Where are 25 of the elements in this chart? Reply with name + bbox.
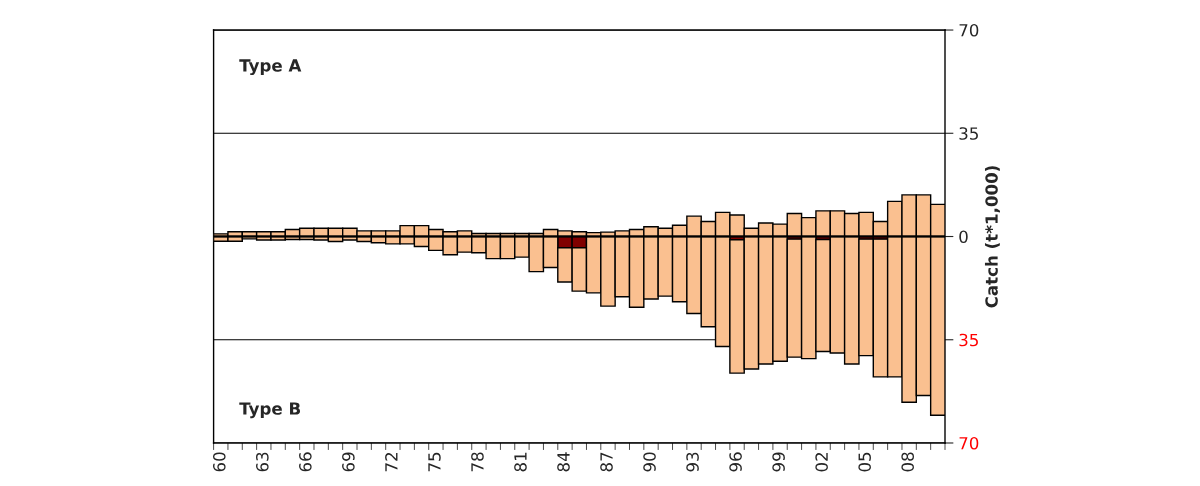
x-tick-label: 60 [213, 452, 226, 472]
x-tick-label: 75 [428, 452, 441, 472]
annotation: Type B [239, 402, 301, 419]
x-tick-label: 93 [686, 452, 699, 472]
x-tick-label: 87 [600, 452, 613, 472]
y-tick-label: 35 [959, 333, 978, 347]
x-tick-label: 84 [557, 452, 570, 472]
x-tick-label: 72 [385, 452, 398, 472]
y-tick-label: 70 [959, 436, 979, 450]
x-tick-label: 05 [858, 452, 871, 472]
x-tick-label: 08 [901, 452, 914, 472]
y-tick-label: 35 [959, 127, 978, 140]
x-tick-label: 63 [256, 452, 269, 472]
y-tick-label: 0 [959, 230, 968, 244]
x-tick-label: 96 [729, 452, 742, 472]
y-tick-label: 70 [959, 24, 979, 37]
y-axis-title: Catch (t*1,000) [984, 166, 1000, 308]
x-tick-label: 66 [299, 452, 312, 472]
x-tick-label: 99 [772, 452, 785, 472]
x-tick-label: 90 [643, 452, 656, 472]
x-tick-label: 81 [514, 452, 527, 472]
annotation: Type A [239, 59, 302, 76]
x-tick-label: 02 [815, 452, 828, 472]
x-tick-label: 69 [342, 452, 355, 472]
x-tick-label: 78 [471, 452, 484, 472]
